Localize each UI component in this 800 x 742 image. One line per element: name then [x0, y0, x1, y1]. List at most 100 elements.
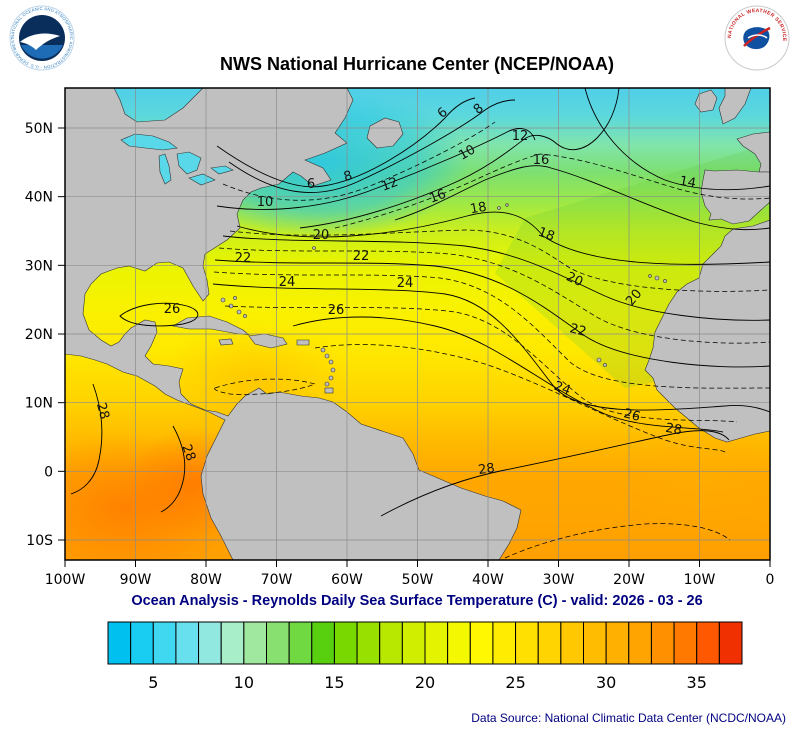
lesser-antilles	[320, 347, 326, 353]
colorbar-cell	[605, 621, 630, 665]
colorbar-tick-label: 15	[324, 673, 344, 692]
noaa-gull-icon	[20, 33, 60, 50]
colorbar-cell	[107, 621, 132, 665]
colorbar-cell	[560, 621, 585, 665]
contour-value-label: 26	[328, 303, 345, 318]
y-tick-label: 10S	[26, 533, 53, 549]
y-axis-labels: 50N 40N 30N 20N 10N 0 10S	[25, 121, 53, 549]
page-title: NWS National Hurricane Center (NCEP/NOAA…	[220, 54, 614, 74]
contour-value-label: 12	[512, 129, 529, 144]
contour-value-label: 28	[93, 401, 112, 421]
contour-value-label: 6	[307, 177, 315, 192]
colorbar-tick-label: 35	[687, 673, 707, 692]
colorbar-cell	[424, 621, 449, 665]
contour-value-label: 28	[664, 421, 683, 439]
colorbar-cell	[718, 621, 743, 665]
colorbar-cell	[356, 621, 381, 665]
contour-value-label: 26	[622, 406, 642, 425]
nws-logo: NATIONAL WEATHER SERVICE	[724, 5, 790, 71]
great-lakes	[120, 133, 234, 186]
cape-verde	[596, 357, 602, 363]
colorbar-cell	[243, 621, 268, 665]
x-tick-label: 20W	[613, 572, 645, 588]
jamaica	[218, 338, 234, 346]
x-tick-label: 60W	[331, 572, 363, 588]
contour-value-label: 28	[178, 442, 198, 463]
x-tick-label: 50W	[402, 572, 434, 588]
bermuda	[312, 246, 316, 250]
colorbar-cell	[288, 621, 313, 665]
colorbar-cell	[447, 621, 471, 665]
colorbar-cell	[311, 621, 335, 665]
contour-value-label: 14	[678, 174, 697, 192]
contour-value-label: 18	[469, 200, 488, 218]
contour-value-label: 10	[257, 195, 274, 210]
colorbar-cell	[650, 621, 675, 665]
colorbar-cell	[583, 621, 607, 665]
contour-value-label: 10	[456, 142, 478, 163]
canary-islands	[654, 275, 660, 281]
colorbar-tick-label: 10	[234, 673, 254, 692]
y-tick-label: 20N	[25, 327, 53, 343]
colorbar: 5 10 15 20 25 30 35	[107, 621, 743, 692]
bahamas	[220, 297, 226, 303]
ireland	[694, 89, 718, 113]
contour-value-label: 18	[536, 225, 557, 245]
contour-value-label: 24	[397, 276, 414, 291]
colorbar-tick-label: 5	[148, 673, 158, 692]
x-axis-labels: 100W 90W 80W 70W 60W 50W 40W 30W 20W 10W 0	[45, 572, 775, 588]
contour-value-label: 20	[564, 270, 585, 291]
colorbar-cell	[333, 621, 358, 665]
colorbar-cell	[492, 621, 517, 665]
colorbar-cell	[673, 621, 698, 665]
colorbar-cell	[130, 621, 154, 665]
sst-contours-dashed	[213, 121, 770, 559]
y-tick-label: 30N	[25, 258, 53, 274]
contour-value-label: 12	[379, 175, 400, 195]
contour-value-label: 16	[533, 153, 550, 168]
sst-contours-solid	[70, 88, 770, 517]
contour-value-label: 16	[427, 187, 448, 207]
contour-value-label: 26	[164, 302, 181, 317]
colorbar-cell	[220, 621, 245, 665]
map-caption: Ocean Analysis - Reynolds Daily Sea Surf…	[131, 593, 702, 609]
contour-value-label: 22	[568, 321, 588, 340]
contour-value-label: 8	[342, 168, 354, 185]
axis-ticks	[58, 127, 771, 567]
contour-value-label: 22	[353, 249, 370, 264]
colorbar-cell	[696, 621, 720, 665]
x-tick-label: 90W	[120, 572, 152, 588]
data-source-text: Data Source: National Climatic Data Cent…	[471, 711, 786, 725]
colorbar-cell	[401, 621, 426, 665]
colorbar-cell	[515, 621, 539, 665]
x-tick-label: 30W	[543, 572, 575, 588]
contour-value-label: 24	[552, 379, 573, 399]
y-tick-label: 40N	[25, 190, 53, 206]
colorbar-tick-label: 20	[415, 673, 435, 692]
x-tick-label: 70W	[261, 572, 293, 588]
y-tick-label: 10N	[25, 396, 53, 412]
britain	[718, 88, 752, 125]
grid-lines	[65, 88, 770, 560]
contour-value-label: 28	[477, 461, 495, 478]
colorbar-tick-labels: 5 10 15 20 25 30 35	[148, 673, 707, 692]
colorbar-tick-label: 30	[596, 673, 616, 692]
colorbar-cell	[266, 621, 290, 665]
colorbar-cell	[469, 621, 494, 665]
africa	[644, 219, 770, 443]
contour-value-label: 20	[313, 228, 330, 243]
y-tick-label: 0	[44, 464, 53, 480]
colorbar-cell	[628, 621, 652, 665]
colorbar-cell	[379, 621, 403, 665]
colorbar-cell	[198, 621, 222, 665]
y-tick-label: 50N	[25, 121, 53, 137]
trinidad	[324, 387, 334, 394]
colorbar-cell	[175, 621, 200, 665]
x-tick-label: 40W	[472, 572, 504, 588]
x-tick-label: 100W	[45, 572, 86, 588]
x-tick-label: 10W	[684, 572, 716, 588]
